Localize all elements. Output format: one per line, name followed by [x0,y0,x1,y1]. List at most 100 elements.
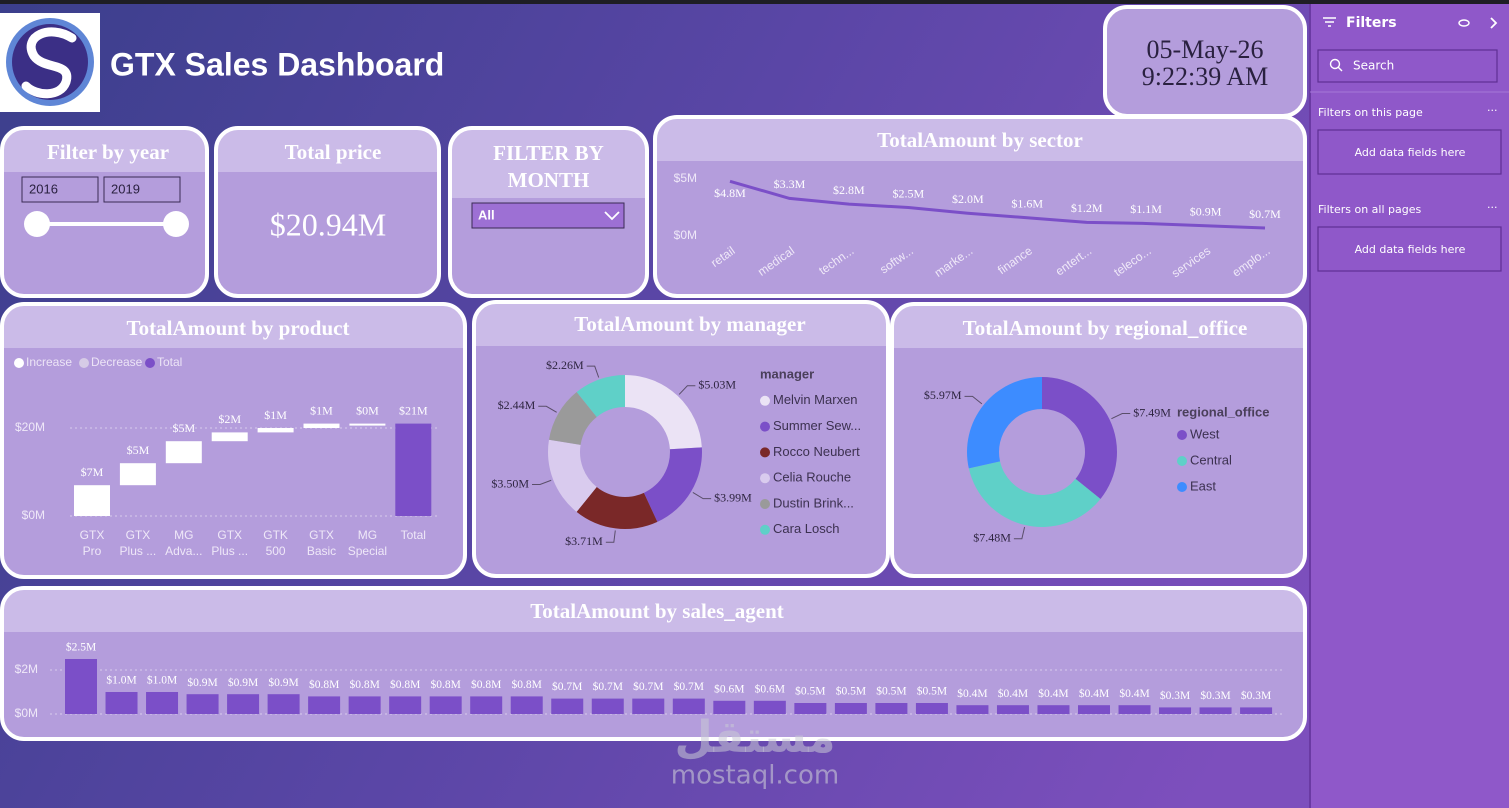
legend-label: Celia Rouche [773,470,851,485]
data-label: $1.0M [147,674,177,687]
more-icon[interactable]: ··· [1487,104,1498,117]
bar [349,423,386,426]
card-title: FILTER BY MONTH [493,141,604,192]
bar [1118,705,1151,714]
kpi-value: $20.94M [270,206,386,242]
donut-slice [967,377,1042,469]
dashboard-title: GTX Sales Dashboard [110,46,444,82]
line [729,179,1266,230]
card-title: Total price [285,140,382,164]
bar [956,705,989,714]
data-label: $0.4M [1079,687,1109,700]
bar [713,700,746,714]
legend-label: East [1190,478,1216,493]
cards [0,5,1307,741]
data-label: $7.48M [973,530,1011,544]
data-label: $0.7M [1249,207,1281,221]
leader-line [692,492,712,500]
data-label: $3.50M [491,476,529,490]
legend-label: Cara Losch [773,521,839,536]
legend-label: Rocco Neubert [773,444,860,459]
card-header [2,588,1305,632]
card-border [0,586,1307,741]
collapse-icon[interactable] [1490,17,1498,29]
data-label: $5M [127,443,150,457]
data-label: $0.7M [633,680,663,693]
card-header [892,304,1305,348]
eye-icon[interactable] [1458,19,1470,27]
chart-title: TotalAmount by regional_office [963,316,1248,340]
legend-label: Total [157,355,182,369]
chart-title: TotalAmount by product [127,316,350,340]
data-label: $1.2M [1071,201,1103,215]
card-border [448,126,649,298]
x-tick-label: GTX Plus ... [211,528,248,558]
data-label: $4.8M [714,186,746,200]
year-slider-handle[interactable] [163,211,189,237]
legend-marker [145,358,155,368]
bar [389,696,422,714]
x-tick-label: GTX Plus ... [120,528,157,558]
leader-line [605,530,616,543]
bar [186,694,219,714]
data-label: $0.4M [1038,687,1068,700]
data-label: $1M [264,408,287,422]
data-label: $21M [399,403,428,417]
bar [591,698,624,714]
leader-line [1111,413,1131,420]
bar [794,703,827,714]
data-label: $0.5M [917,685,947,698]
logo-s [21,27,77,99]
legend-marker [760,524,770,535]
search-placeholder: Search [1353,59,1394,73]
bar [303,423,340,428]
leader-line [538,405,557,413]
drop-zone-text: Add data fields here [1355,243,1466,256]
bar [227,694,260,714]
bar [1159,707,1192,714]
dropdown-chevron [604,211,620,221]
bar [1199,707,1232,714]
year-from-box[interactable] [21,176,99,203]
legend-label: West [1190,426,1220,441]
bar [834,703,867,714]
chart-title: TotalAmount by sector [877,128,1083,152]
data-label: $3.71M [565,534,603,548]
year-to: 2019 [111,181,140,196]
time: 9:22:39 AM [1142,62,1268,91]
card-border [214,126,441,298]
year-slider-handle[interactable] [24,211,50,237]
data-label: $5M [172,421,195,435]
drop-zone-text: Add data fields here [1355,146,1466,159]
data-label: $0.8M [512,678,542,691]
legend-marker [760,395,770,406]
data-label: $0.8M [349,678,379,691]
year-to-box[interactable] [103,176,181,203]
more-icon[interactable]: ··· [1487,201,1498,214]
search-box[interactable] [1317,49,1498,83]
data-label: $0.5M [795,685,825,698]
drop-zone[interactable] [1317,226,1502,272]
donut-slice [576,486,658,529]
legend-marker [1177,456,1187,466]
bar [165,441,202,464]
x-tick-label: Total [401,528,426,542]
data-label: $0.3M [1160,689,1190,702]
data-label: $0.5M [836,685,866,698]
data-label: $0.3M [1241,689,1271,702]
card-header [2,128,207,172]
watermark: mostaql.com [671,761,839,791]
bar [211,432,248,442]
data-label: $0.9M [228,676,258,689]
data-label: $3.3M [774,177,806,191]
search-icon [1329,58,1341,70]
data-label: $2M [218,412,241,426]
donut-slice [1042,376,1118,499]
card-header [450,128,647,198]
bar [429,696,462,714]
data-label: $2.5M [66,641,96,654]
drop-zone[interactable] [1317,129,1502,175]
x-tick-label: MG Special [348,528,387,558]
month-dropdown[interactable] [471,202,625,229]
